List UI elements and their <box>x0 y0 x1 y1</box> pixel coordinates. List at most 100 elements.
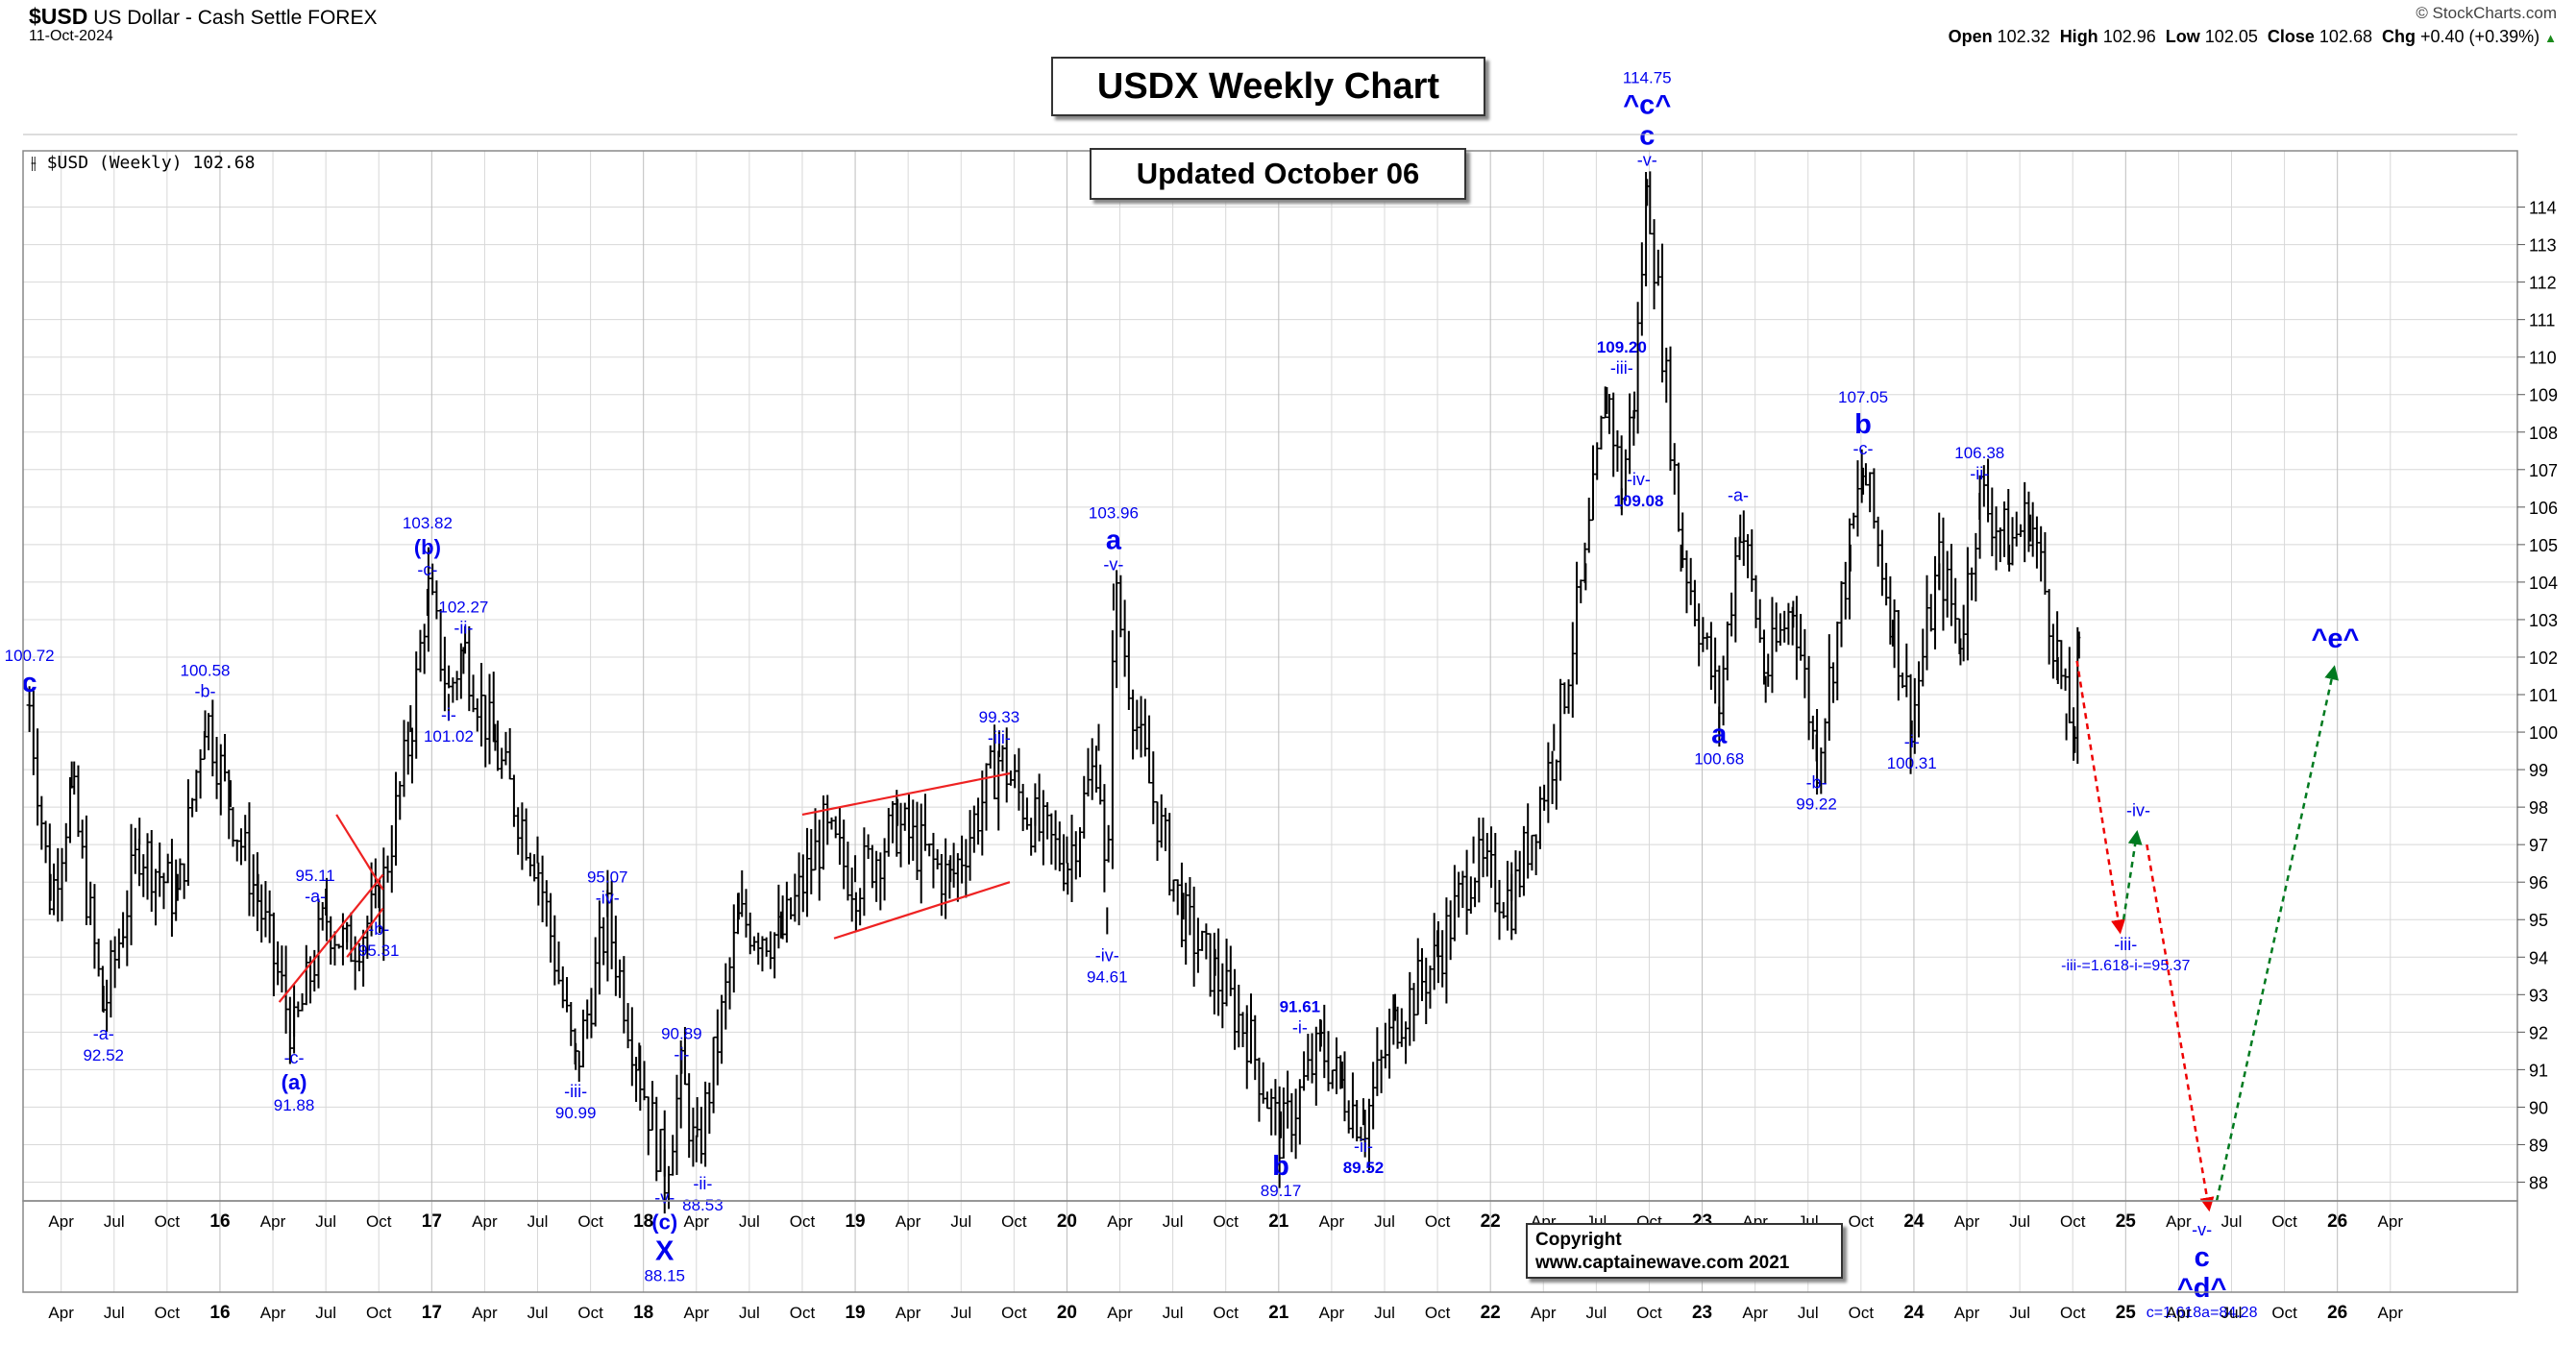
x-tick-label: Oct <box>1001 1304 1027 1322</box>
x-tick-label: Apr <box>2166 1212 2192 1231</box>
x-tick-label: Jul <box>1163 1304 1184 1322</box>
channel-line <box>278 873 384 1003</box>
channel-line <box>335 814 384 891</box>
x-tick-label: Jul <box>739 1212 760 1231</box>
wave-label: 99.22 <box>1796 795 1837 814</box>
x-tick-label: 22 <box>1481 1303 1501 1323</box>
x-tick-label: 19 <box>845 1211 865 1232</box>
wave-label: 91.88 <box>274 1096 315 1114</box>
y-tick-label: 101 <box>2529 686 2558 705</box>
y-tick-label: 94 <box>2529 948 2548 967</box>
ohlc-legend-icon: ⫲ <box>31 153 37 173</box>
legend-text: $USD (Weekly) 102.68 <box>46 153 256 173</box>
wave-label: 109.20 <box>1597 338 1647 356</box>
wave-label: -ii- <box>1970 464 1989 483</box>
x-tick-label: Oct <box>366 1212 392 1231</box>
x-tick-label: Apr <box>48 1304 74 1322</box>
close-label: Close <box>2267 27 2315 46</box>
wave-label: b <box>1272 1151 1289 1182</box>
x-tick-label: 19 <box>845 1303 865 1323</box>
copyright-line1: Copyright <box>1535 1230 1622 1250</box>
x-tick-label: Oct <box>2271 1212 2297 1231</box>
wave-label: -iv- <box>1095 945 1119 965</box>
channel-line <box>346 907 384 958</box>
x-tick-label: Apr <box>895 1212 921 1231</box>
wave-label: -a- <box>1728 486 1749 505</box>
x-tick-label: 21 <box>1268 1211 1289 1232</box>
y-tick-label: 91 <box>2529 1061 2548 1080</box>
projection-arrows <box>2075 660 2339 1212</box>
x-tick-label: Apr <box>260 1304 286 1322</box>
wave-label: -v- <box>1103 554 1123 574</box>
x-tick-label: Apr <box>1107 1212 1133 1231</box>
wave-label: c <box>2195 1242 2210 1273</box>
x-tick-label: Apr <box>1319 1304 1345 1322</box>
wave-label: 95.07 <box>587 868 628 886</box>
x-tick-label: Oct <box>1213 1304 1239 1322</box>
wave-label: -c- <box>417 560 437 579</box>
copyright-box: Copyright www.captainewave.com 2021 <box>1526 1223 1843 1279</box>
x-tick-label: Oct <box>577 1212 603 1231</box>
y-tick-label: 96 <box>2529 873 2548 893</box>
wave-label: ^d^ <box>2177 1273 2227 1304</box>
source-credit: © StockCharts.com <box>2416 4 2557 22</box>
x-tick-label: Oct <box>155 1304 181 1322</box>
wave-label: 95.31 <box>358 942 400 960</box>
x-tick-label: Apr <box>48 1212 74 1231</box>
wave-label: -iii- <box>988 728 1011 747</box>
updated-box: Updated October 06 <box>1090 148 1466 200</box>
x-tick-label: 16 <box>209 1211 230 1232</box>
wave-label: -v- <box>1637 150 1657 169</box>
x-tick-label: 22 <box>1481 1211 1501 1232</box>
header-date: 11-Oct-2024 <box>29 28 113 44</box>
wave-label: -iii- <box>2114 935 2137 954</box>
x-tick-label: 16 <box>209 1303 230 1323</box>
x-tick-label: 24 <box>1903 1211 1925 1232</box>
wave-label: -c- <box>1853 439 1874 458</box>
y-tick-label: 90 <box>2529 1098 2548 1117</box>
wave-label: 95.11 <box>295 867 334 885</box>
x-tick-label: Jul <box>2009 1212 2030 1231</box>
x-tick-label: Jul <box>1374 1212 1395 1231</box>
chart-title-box: USDX Weekly Chart <box>1051 57 1485 116</box>
x-tick-label: Jul <box>527 1212 549 1231</box>
x-tick-label: Jul <box>104 1304 125 1322</box>
x-tick-label: Jul <box>1586 1304 1607 1322</box>
wave-label: -v- <box>654 1188 675 1208</box>
x-tick-label: Jul <box>2221 1212 2243 1231</box>
wave-label: c <box>22 668 37 698</box>
x-tick-label: Oct <box>1001 1212 1027 1231</box>
wave-label: 94.61 <box>1087 967 1128 986</box>
x-tick-label: Jul <box>950 1304 971 1322</box>
y-tick-label: 88 <box>2529 1173 2548 1192</box>
x-tick-label: Oct <box>1849 1212 1875 1231</box>
wave-label: a <box>1106 525 1122 555</box>
x-tick-label: Oct <box>1849 1304 1875 1322</box>
wave-label: (b) <box>414 535 441 559</box>
x-tick-label: Apr <box>1954 1304 1980 1322</box>
y-tick-label: 106 <box>2529 499 2558 518</box>
wave-label: -a- <box>305 887 326 906</box>
x-tick-label: 20 <box>1057 1211 1077 1232</box>
y-tick-label: 103 <box>2529 611 2558 630</box>
plot-frame <box>22 150 2518 1202</box>
up-projection-arrow <box>2122 829 2143 920</box>
down-projection-arrow <box>2146 844 2215 1212</box>
wave-label: -iii- <box>564 1082 587 1101</box>
symbol: $USD <box>29 4 88 29</box>
wave-label: 107.05 <box>1838 388 1888 406</box>
low-label: Low <box>2165 27 2200 46</box>
y-tick-label: 108 <box>2529 424 2558 443</box>
wave-label: (c) <box>651 1210 677 1235</box>
wave-label: ^c^ <box>1623 89 1671 120</box>
wave-label: -b- <box>195 681 216 700</box>
x-tick-label: Jul <box>527 1304 549 1322</box>
up-arrow-icon: ▲ <box>2544 31 2557 45</box>
instrument-name: US Dollar - Cash Settle <box>93 7 303 29</box>
wave-label: -b- <box>368 919 389 939</box>
wave-label: 89.52 <box>1343 1159 1385 1177</box>
x-tick-label: Oct <box>790 1304 816 1322</box>
x-tick-label: Apr <box>260 1212 286 1231</box>
y-tick-label: 97 <box>2529 836 2548 855</box>
x-tick-label: 25 <box>2116 1303 2137 1323</box>
